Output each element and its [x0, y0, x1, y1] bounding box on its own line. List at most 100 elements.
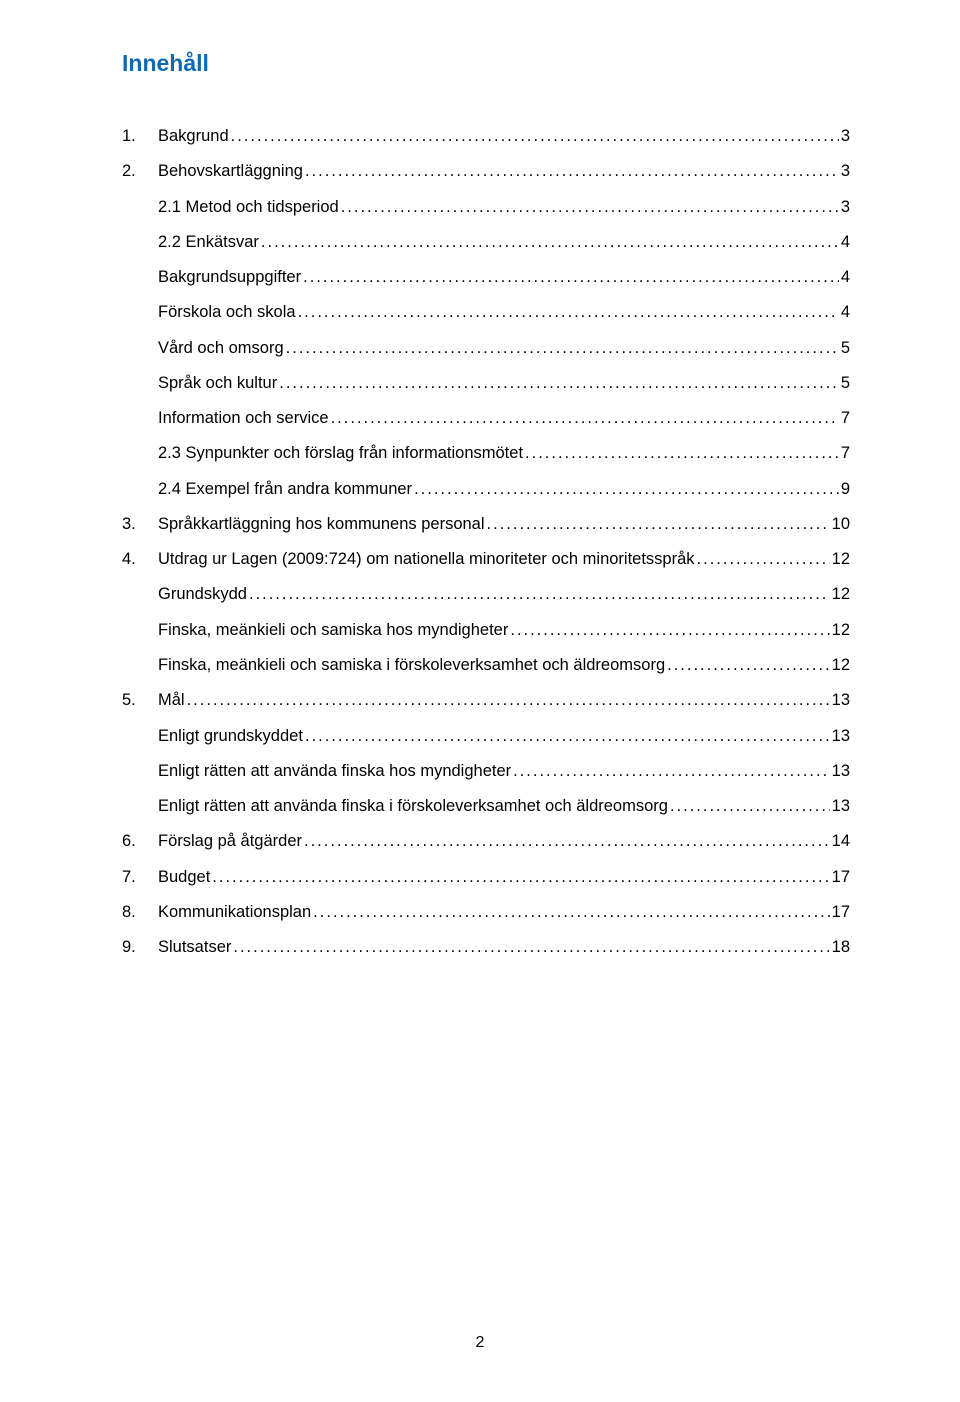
toc-entry-number: 9. — [122, 936, 158, 958]
toc-entry: 1.Bakgrund 3 — [122, 125, 850, 147]
toc-entry: 2.4 Exempel från andra kommuner 9 — [122, 478, 850, 500]
toc-entry-label: Metod och tidsperiod — [186, 196, 339, 218]
toc-entry-page: 17 — [830, 866, 850, 888]
toc-entry-label: Förskola och skola — [158, 301, 296, 323]
toc-entry-label: Information och service — [158, 407, 329, 429]
toc-entry-page: 9 — [839, 478, 850, 500]
toc-entry-label: Enligt rätten att använda finska hos myn… — [158, 760, 511, 782]
toc-entry-page: 12 — [830, 654, 850, 676]
toc-leader-dots — [412, 478, 839, 500]
toc-entry: 9.Slutsatser 18 — [122, 936, 850, 958]
toc-leader-dots — [296, 301, 839, 323]
toc-entry-page: 13 — [830, 795, 850, 817]
toc-entry-label: Utdrag ur Lagen (2009:724) om nationella… — [158, 548, 695, 570]
toc-entry-number: 6. — [122, 830, 158, 852]
toc-leader-dots — [301, 266, 839, 288]
toc-entry-label: Enkätsvar — [186, 231, 259, 253]
toc-entry-page: 5 — [839, 372, 850, 394]
toc-entry: Finska, meänkieli och samiska hos myndig… — [122, 619, 850, 641]
toc-entry: 4.Utdrag ur Lagen (2009:724) om nationel… — [122, 548, 850, 570]
toc-entry-number: 1. — [122, 125, 158, 147]
toc-entry: Bakgrundsuppgifter4 — [122, 266, 850, 288]
toc-entry: 7.Budget17 — [122, 866, 850, 888]
toc-entry-page: 14 — [830, 830, 850, 852]
toc-entry-page: 12 — [830, 619, 850, 641]
toc-entry-label: Bakgrund — [158, 125, 229, 147]
toc-entry-number: 8. — [122, 901, 158, 923]
toc-leader-dots — [303, 725, 830, 747]
toc-entry-number: 2.2 — [158, 231, 186, 253]
toc-entry-number: 3. — [122, 513, 158, 535]
toc-heading: Innehåll — [122, 50, 850, 77]
toc-entry-page: 13 — [830, 689, 850, 711]
toc-leader-dots — [511, 760, 830, 782]
toc-container: 1.Bakgrund32.Behovskartläggning32.1 Meto… — [122, 125, 850, 958]
toc-entry-number: 4. — [122, 548, 158, 570]
toc-leader-dots — [229, 125, 839, 147]
toc-entry: Grundskydd12 — [122, 583, 850, 605]
toc-leader-dots — [508, 619, 829, 641]
toc-entry: 8.Kommunikationsplan 17 — [122, 901, 850, 923]
toc-entry-label: Finska, meänkieli och samiska hos myndig… — [158, 619, 508, 641]
toc-entry-label: Språk och kultur — [158, 372, 277, 394]
toc-leader-dots — [259, 231, 839, 253]
toc-entry-page: 5 — [839, 337, 850, 359]
toc-entry-page: 4 — [839, 301, 850, 323]
toc-entry-page: 3 — [839, 125, 850, 147]
toc-entry-page: 17 — [830, 901, 850, 923]
toc-leader-dots — [302, 830, 830, 852]
toc-entry: Förskola och skola 4 — [122, 301, 850, 323]
toc-leader-dots — [210, 866, 829, 888]
toc-entry: 5.Mål 13 — [122, 689, 850, 711]
toc-entry-label: Mål — [158, 689, 185, 711]
toc-entry-label: Enligt rätten att använda finska i försk… — [158, 795, 668, 817]
page-number: 2 — [476, 1334, 485, 1352]
toc-entry-label: Förslag på åtgärder — [158, 830, 302, 852]
toc-entry-label: Slutsatser — [158, 936, 231, 958]
toc-leader-dots — [339, 196, 839, 218]
toc-entry: Enligt grundskyddet 13 — [122, 725, 850, 747]
toc-entry-label: Språkkartläggning hos kommunens personal — [158, 513, 485, 535]
toc-entry: Finska, meänkieli och samiska i förskole… — [122, 654, 850, 676]
toc-leader-dots — [668, 795, 830, 817]
toc-leader-dots — [665, 654, 830, 676]
toc-entry: 2.1 Metod och tidsperiod 3 — [122, 196, 850, 218]
toc-entry-label: Kommunikationsplan — [158, 901, 311, 923]
toc-entry-page: 7 — [839, 407, 850, 429]
toc-entry-number: 2.1 — [158, 196, 186, 218]
toc-entry-number: 2.4 — [158, 478, 186, 500]
toc-entry-page: 18 — [830, 936, 850, 958]
toc-entry-page: 4 — [839, 231, 850, 253]
toc-entry-number: 5. — [122, 689, 158, 711]
toc-entry-page: 13 — [830, 725, 850, 747]
toc-entry-label: Finska, meänkieli och samiska i förskole… — [158, 654, 665, 676]
toc-entry: 2.3 Synpunkter och förslag från informat… — [122, 442, 850, 464]
toc-entry-number: 2. — [122, 160, 158, 182]
toc-leader-dots — [231, 936, 829, 958]
toc-leader-dots — [284, 337, 839, 359]
toc-entry-page: 13 — [830, 760, 850, 782]
toc-entry-label: Enligt grundskyddet — [158, 725, 303, 747]
toc-entry: Enligt rätten att använda finska hos myn… — [122, 760, 850, 782]
toc-entry: Vård och omsorg 5 — [122, 337, 850, 359]
toc-entry: 6.Förslag på åtgärder 14 — [122, 830, 850, 852]
toc-entry-page: 12 — [830, 548, 850, 570]
toc-entry-page: 10 — [830, 513, 850, 535]
toc-entry: 2.Behovskartläggning 3 — [122, 160, 850, 182]
toc-entry-label: Budget — [158, 866, 210, 888]
toc-entry-label: Vård och omsorg — [158, 337, 284, 359]
toc-leader-dots — [695, 548, 830, 570]
toc-entry-page: 3 — [839, 160, 850, 182]
toc-leader-dots — [311, 901, 829, 923]
toc-entry-label: Exempel från andra kommuner — [186, 478, 413, 500]
toc-entry: Språk och kultur 5 — [122, 372, 850, 394]
toc-entry: 3.Språkkartläggning hos kommunens person… — [122, 513, 850, 535]
toc-entry: Enligt rätten att använda finska i försk… — [122, 795, 850, 817]
toc-entry-page: 3 — [839, 196, 850, 218]
toc-entry-label: Behovskartläggning — [158, 160, 303, 182]
toc-entry-page: 12 — [830, 583, 850, 605]
toc-entry-page: 7 — [839, 442, 850, 464]
toc-leader-dots — [185, 689, 830, 711]
toc-entry: 2.2 Enkätsvar 4 — [122, 231, 850, 253]
toc-entry: Information och service 7 — [122, 407, 850, 429]
